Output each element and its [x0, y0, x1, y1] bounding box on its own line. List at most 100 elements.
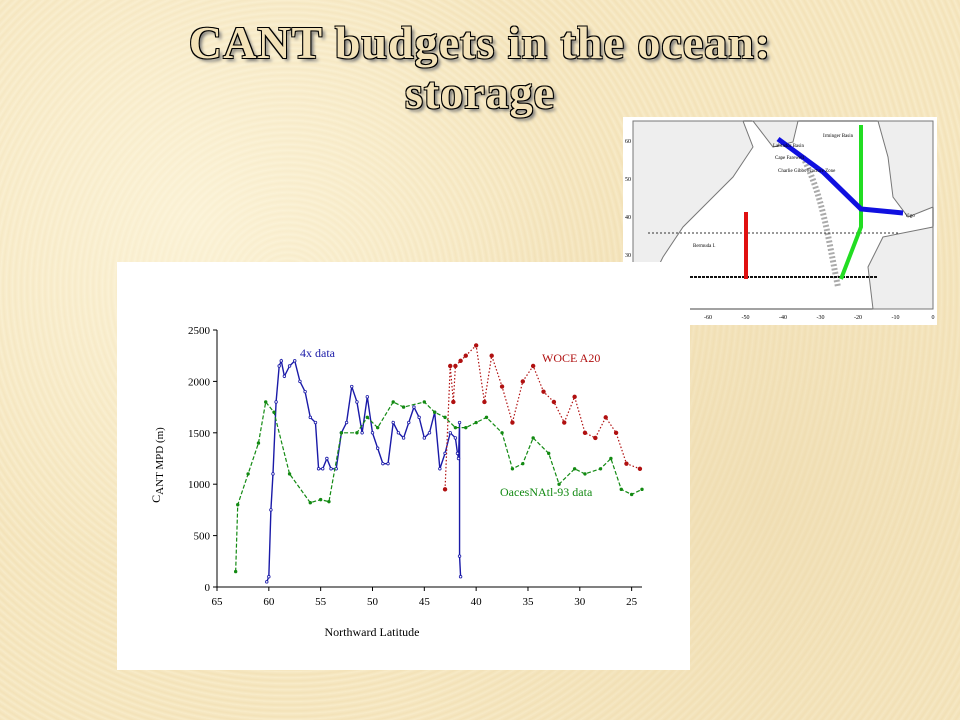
- data-point: [360, 431, 364, 435]
- data-point: [453, 363, 458, 369]
- data-point: [456, 456, 461, 461]
- data-point: [417, 415, 421, 420]
- data-point: [325, 456, 329, 461]
- y-tick-label: 1500: [188, 428, 211, 440]
- data-point: [355, 431, 359, 435]
- x-tick-label: 45: [419, 596, 431, 608]
- data-point: [453, 425, 458, 430]
- data-point: [381, 461, 385, 466]
- data-point: [265, 580, 269, 584]
- data-point: [233, 569, 238, 574]
- data-point: [473, 343, 479, 348]
- data-point: [482, 399, 487, 405]
- map-x-tick-label: -20: [854, 315, 862, 321]
- section-line: [776, 136, 904, 216]
- data-point: [489, 353, 494, 358]
- data-point: [422, 400, 427, 404]
- x-tick-label: 55: [315, 596, 327, 608]
- data-point: [572, 394, 577, 400]
- map-x-tick-label: -30: [817, 315, 825, 321]
- data-point: [458, 358, 463, 364]
- section-line: [839, 125, 863, 280]
- data-point: [593, 435, 598, 441]
- data-point: [407, 420, 411, 425]
- x-tick-label: 30: [574, 596, 586, 608]
- map-label: Cape Farewell: [775, 156, 805, 161]
- data-point: [457, 420, 462, 425]
- data-point: [510, 420, 515, 425]
- data-point: [321, 467, 325, 471]
- map: Labrador Basin Cape Farewell Irminger Ba…: [623, 117, 937, 325]
- map-x-tick-label: -60: [704, 315, 712, 321]
- data-point: [272, 410, 276, 414]
- data-point: [500, 431, 504, 435]
- map-y-tick-label: 30: [625, 253, 631, 259]
- data-point: [442, 487, 448, 492]
- slide-title: CANT budgets in the ocean:: [188, 17, 772, 68]
- data-point: [598, 467, 603, 471]
- data-point: [510, 467, 515, 471]
- data-point: [287, 364, 292, 368]
- data-point: [236, 503, 240, 507]
- y-tick-label: 2500: [188, 325, 211, 337]
- x-tick-label: 60: [263, 596, 275, 608]
- data-point: [474, 420, 478, 425]
- y-tick-label: 1000: [188, 479, 211, 491]
- x-tick-label: 50: [367, 596, 379, 608]
- map-label: Irminger Basin: [823, 134, 854, 139]
- map-y-tick-label: 40: [625, 215, 631, 221]
- x-tick-label: 25: [626, 596, 638, 608]
- data-point: [339, 431, 344, 435]
- series-label: OacesNAtl-93 data: [500, 485, 593, 499]
- data-point: [282, 374, 287, 378]
- data-point: [269, 508, 273, 512]
- data-point: [365, 415, 370, 420]
- data-point: [274, 400, 278, 404]
- map-label: Bermuda I.: [693, 244, 716, 249]
- land: [751, 120, 799, 148]
- data-point: [401, 436, 406, 440]
- data-point: [464, 425, 468, 430]
- data-point: [637, 466, 643, 471]
- data-point: [313, 420, 318, 425]
- data-point: [619, 487, 623, 492]
- map-x-tick-label: -50: [742, 315, 750, 321]
- data-point: [521, 461, 525, 466]
- map-x-tick-label: -40: [779, 315, 787, 321]
- data-point: [396, 431, 401, 435]
- data-point: [453, 436, 458, 440]
- y-tick-label: 500: [194, 531, 211, 543]
- data-point: [547, 451, 551, 456]
- data-point: [458, 575, 463, 579]
- chart-panel: [117, 262, 690, 670]
- map-x-tick-label: -10: [892, 315, 900, 321]
- slide-title: storage: [404, 67, 556, 118]
- data-point: [484, 415, 489, 420]
- data-point: [463, 353, 468, 358]
- data-point: [391, 400, 395, 404]
- data-point: [401, 405, 406, 409]
- y-axis-label: CANT MPD (m): [149, 427, 166, 503]
- series-line: [444, 344, 641, 490]
- data-point: [572, 467, 577, 471]
- data-point: [318, 497, 323, 502]
- data-point: [609, 456, 613, 461]
- map-y-tick-label: 50: [625, 177, 631, 183]
- data-point: [327, 499, 331, 504]
- data-point: [264, 400, 268, 404]
- y-axis-label-part: C: [149, 495, 163, 503]
- data-point: [267, 575, 271, 579]
- series-label: 4x data: [300, 346, 336, 360]
- y-tick-label: 0: [205, 582, 211, 594]
- data-point: [293, 359, 297, 363]
- data-point: [583, 472, 587, 476]
- data-point: [308, 415, 312, 420]
- data-point: [530, 363, 536, 369]
- data-point: [613, 430, 619, 435]
- data-point: [557, 482, 561, 486]
- data-point: [629, 492, 634, 497]
- map-label: Vigo: [905, 214, 915, 219]
- data-point: [438, 467, 442, 471]
- data-point: [303, 389, 307, 394]
